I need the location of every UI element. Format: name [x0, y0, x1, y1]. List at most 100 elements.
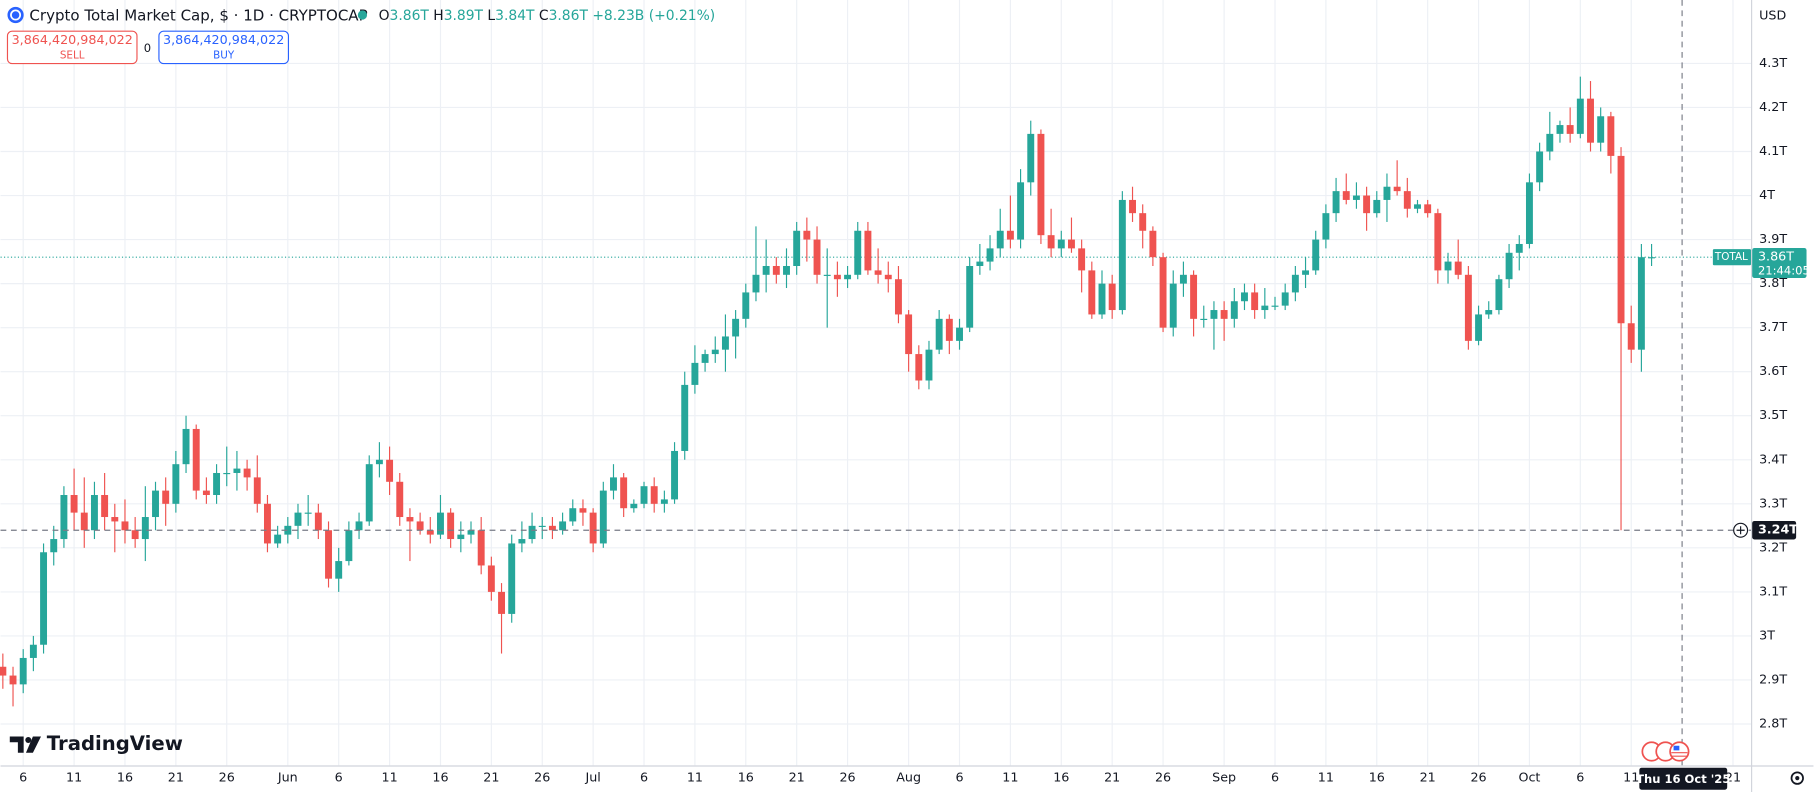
candle-body — [630, 503, 638, 509]
x-tick-label: 16 — [117, 770, 133, 785]
candle-body — [1546, 133, 1554, 152]
candle-body — [447, 512, 455, 540]
candle-body — [1342, 191, 1350, 200]
brand-logo[interactable]: TradingView — [9, 732, 183, 755]
x-tick-label: 16 — [738, 770, 754, 785]
candle-body — [681, 384, 689, 451]
candle-body — [548, 525, 556, 531]
candle-body — [386, 459, 394, 482]
candle-body — [80, 512, 88, 531]
market-status[interactable] — [357, 10, 368, 20]
candle-body — [986, 248, 994, 262]
candle-body — [1464, 274, 1472, 341]
candle-body — [823, 274, 831, 276]
candle-body — [243, 468, 251, 478]
candle-body — [935, 318, 943, 350]
candle-body — [325, 530, 332, 579]
symbol-tag: TOTAL — [1714, 251, 1748, 263]
buy-price: 3,864,420,984,022 — [163, 32, 284, 47]
event-flags[interactable] — [1641, 741, 1690, 762]
candle-body — [721, 336, 729, 350]
candle-body — [213, 472, 221, 496]
crosshair-price: 3.24T — [1758, 522, 1798, 537]
x-tick-label: Jun — [277, 770, 298, 785]
candle-body — [691, 362, 699, 385]
candle-body — [620, 477, 628, 509]
candle-body — [956, 327, 963, 341]
candle-body — [406, 517, 414, 522]
candle-body — [1108, 283, 1116, 311]
candle-body — [1454, 261, 1462, 275]
candle-body — [437, 512, 444, 535]
candle-body — [426, 530, 434, 535]
candle-body — [660, 499, 668, 504]
y-tick-label: 3.2T — [1759, 539, 1787, 554]
x-tick-label: 21 — [1104, 770, 1120, 785]
flag-icon — [1669, 741, 1690, 762]
x-tick-label: 26 — [534, 770, 550, 785]
currency-label[interactable]: USD — [1759, 8, 1786, 23]
candle-body — [1210, 310, 1218, 319]
candle-body — [60, 495, 68, 540]
candle-body — [365, 464, 373, 522]
candle-body — [1414, 204, 1421, 209]
brand-name: TradingView — [47, 732, 183, 755]
candle-body — [864, 230, 872, 271]
candle-body — [508, 543, 516, 614]
candle-body — [284, 525, 292, 535]
buy-button[interactable] — [158, 30, 290, 65]
candle-body — [1068, 239, 1075, 249]
candle-body — [803, 230, 811, 240]
candle-body — [1241, 292, 1248, 302]
candle-body — [966, 265, 974, 328]
candle-body — [1006, 230, 1014, 240]
x-tick-label: Aug — [896, 770, 921, 785]
settings-button[interactable] — [1790, 771, 1804, 785]
x-tick-label: 21 — [789, 770, 805, 785]
y-tick-label: 3.1T — [1759, 583, 1787, 598]
candle-body — [294, 512, 302, 526]
candle-body — [1495, 279, 1503, 311]
symbol-title[interactable]: Crypto Total Market Cap, $ · 1D · CRYPTO… — [29, 7, 367, 25]
ohlc-value: 3.84T — [495, 8, 535, 24]
candle-body — [783, 265, 790, 275]
candle-body — [192, 428, 200, 491]
x-tick-label: 26 — [839, 770, 855, 785]
candle-body — [1444, 261, 1452, 271]
candle-body — [1179, 274, 1187, 284]
candle-body — [945, 318, 953, 341]
x-tick-label: 11 — [687, 770, 703, 785]
ohlc-key: H — [433, 8, 443, 24]
x-tick-label: 11 — [1318, 770, 1334, 785]
candle-body — [467, 530, 475, 535]
candle-body — [1057, 239, 1065, 249]
candle-body — [1129, 199, 1136, 214]
candle-body — [1332, 191, 1340, 214]
x-tick-label: Oct — [1518, 770, 1540, 785]
candle-body — [742, 292, 750, 319]
candle-body — [1352, 195, 1360, 200]
candle-body — [1637, 257, 1645, 350]
candle-body — [304, 512, 312, 514]
candle-body — [976, 261, 984, 266]
sell-button[interactable] — [6, 30, 138, 65]
price-axis — [1751, 0, 1814, 792]
candle-body — [752, 274, 760, 293]
countdown: 21:44:05 — [1758, 264, 1810, 278]
candle-body — [1200, 318, 1208, 321]
y-tick-label: 3.9T — [1759, 231, 1787, 246]
x-tick-label: 6 — [955, 770, 963, 785]
x-tick-label: 11 — [1623, 770, 1639, 785]
x-tick-label: 16 — [1053, 770, 1069, 785]
candle-body — [1587, 98, 1594, 143]
candle-body — [274, 534, 282, 544]
x-tick-label: 6 — [1271, 770, 1279, 785]
candle-body — [111, 517, 119, 522]
candle-body — [1302, 270, 1310, 275]
candle-body — [498, 591, 505, 614]
candle-body — [894, 279, 902, 315]
candle-body — [101, 495, 109, 518]
candle-body — [70, 495, 78, 513]
